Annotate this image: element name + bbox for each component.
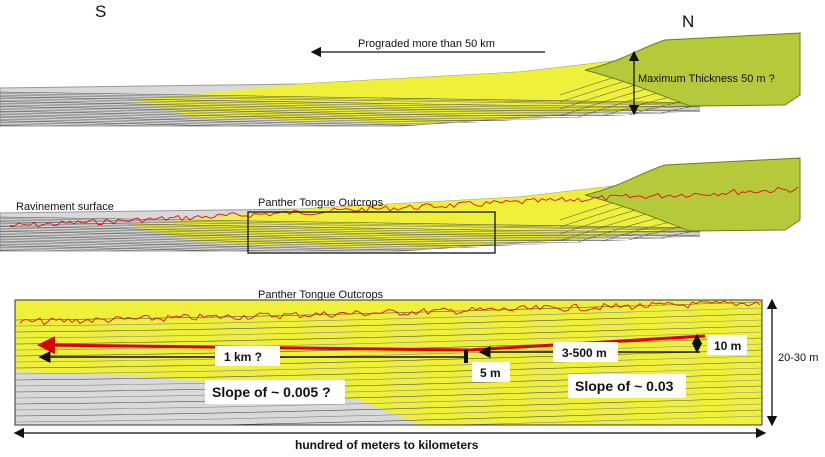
thickness-label: Maximum Thickness 50 m ? xyxy=(638,73,775,85)
stratum-line xyxy=(0,226,701,237)
label-box xyxy=(707,335,747,355)
stratum-line xyxy=(202,409,762,425)
stratum-line xyxy=(15,331,762,351)
stratum-line xyxy=(0,250,701,251)
stratum-line xyxy=(15,325,762,345)
outcrop-label: Panther Tongue Outcrops xyxy=(258,289,384,301)
stratum-line xyxy=(0,98,701,109)
stratum-line xyxy=(0,125,701,126)
ravinement-line xyxy=(9,186,799,228)
panel-1: Prograded more than 50 km Maximum Thickn… xyxy=(0,32,801,127)
stratum-line xyxy=(15,349,762,369)
stratum-line xyxy=(0,224,701,235)
stratum-line xyxy=(0,104,701,115)
stratum-line xyxy=(15,367,762,387)
label-box xyxy=(215,346,280,366)
stratum-line xyxy=(0,118,701,126)
stratum-line xyxy=(15,307,762,327)
ravinement-label: Ravinement surface xyxy=(16,201,114,213)
stratum-line xyxy=(0,223,701,234)
slope-distance-label: 3-500 m xyxy=(562,346,607,360)
stratum-line xyxy=(15,355,762,375)
stratum-line xyxy=(15,319,762,339)
ravinement-line xyxy=(19,300,761,326)
slope-south-label: Slope of ~ 0.005 ? xyxy=(212,384,331,400)
label-box xyxy=(205,380,345,404)
stratum-line xyxy=(0,101,701,112)
label-box xyxy=(553,342,618,362)
stratum-line xyxy=(0,231,701,242)
progradation-label: Prograded more than 50 km xyxy=(358,38,495,50)
stratum-line xyxy=(0,120,701,126)
outcrop-label: Panther Tongue Outcrops xyxy=(258,197,384,209)
stratum-line xyxy=(0,117,701,126)
width-label: hundred of meters to kilometers xyxy=(295,438,479,452)
stratum-line xyxy=(0,216,701,229)
stratum-line xyxy=(15,397,762,417)
outcrop-frame xyxy=(14,299,763,426)
stratum-line xyxy=(0,122,701,126)
stratum-line xyxy=(0,242,701,251)
stratum-line xyxy=(0,106,701,117)
panel-3: Panther Tongue Outcrops 1 km ? 3-500 m 1… xyxy=(13,289,818,452)
label-box xyxy=(472,362,510,382)
stratum-line xyxy=(0,227,701,238)
thickness-label: 20-30 m xyxy=(778,352,818,364)
distance-label: 1 km ? xyxy=(224,350,262,364)
stratum-line xyxy=(0,245,701,251)
slope-north-label: Slope of ~ 0.03 xyxy=(575,378,674,394)
label-box xyxy=(568,374,686,398)
panel-2: Ravinement surface Panther Tongue Outcro… xyxy=(0,157,801,254)
stratum-line xyxy=(0,91,701,104)
north-label: N xyxy=(682,12,694,31)
stratum-line xyxy=(0,247,701,251)
outcrop-box xyxy=(247,211,496,254)
stratum-line xyxy=(15,361,762,381)
south-label: S xyxy=(95,2,106,21)
stratum-line xyxy=(450,415,762,425)
stratum-line xyxy=(15,313,762,333)
stratum-line xyxy=(0,99,701,110)
step-label: 5 m xyxy=(480,366,501,380)
relief-label: 10 m xyxy=(714,339,741,353)
stratum-line xyxy=(15,403,762,423)
stratum-line xyxy=(0,229,701,240)
stratum-line xyxy=(0,243,701,251)
stratum-line xyxy=(15,343,762,363)
stratum-line xyxy=(0,102,701,113)
